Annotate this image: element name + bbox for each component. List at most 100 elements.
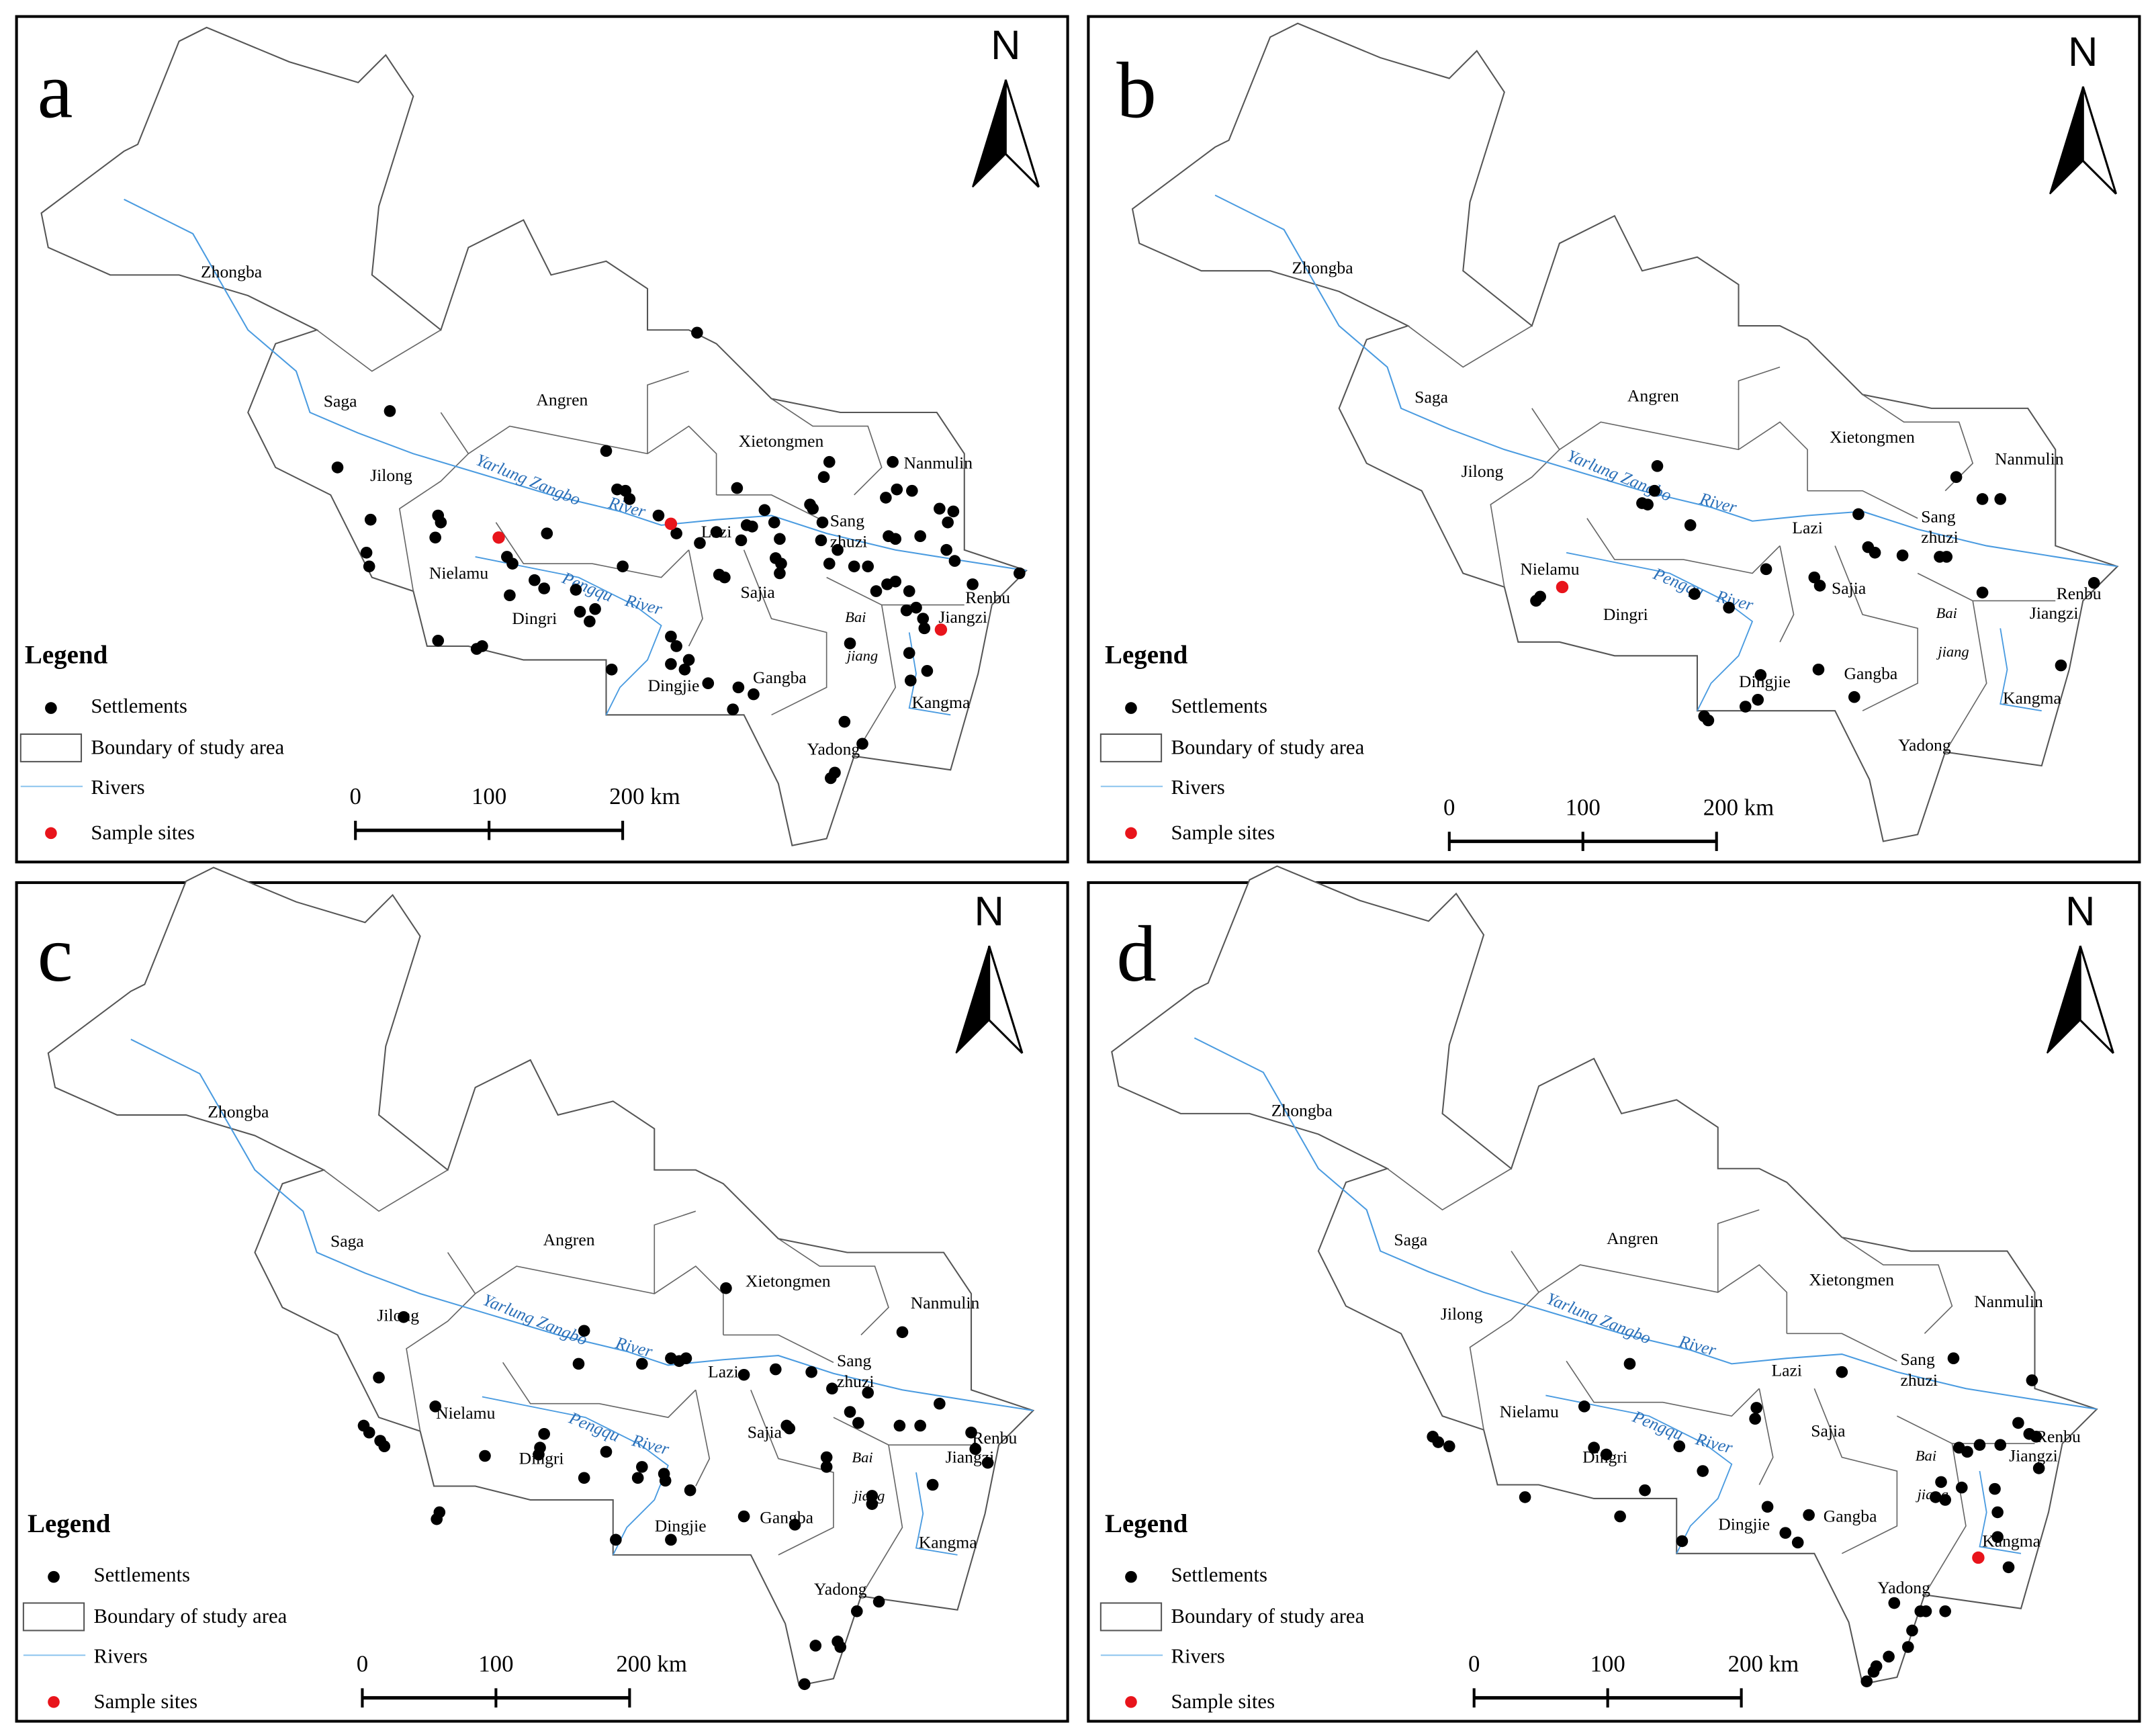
- panel-frame: [15, 881, 1069, 1723]
- settlement: [903, 647, 915, 660]
- settlement: [862, 560, 874, 573]
- scale-bar-label: 0: [349, 783, 361, 809]
- place-label: Renbu: [972, 1428, 1017, 1448]
- settlement: [807, 502, 819, 515]
- settlement: [529, 574, 541, 586]
- place-label: Nanmulin: [1995, 449, 2064, 469]
- settlement: [731, 482, 744, 494]
- settlement: [670, 640, 682, 652]
- legend-label: Rivers: [1171, 1644, 1224, 1667]
- settlement: [817, 471, 830, 484]
- settlement: [578, 1472, 590, 1484]
- place-label: Sajia: [1832, 578, 1867, 598]
- river: [124, 198, 1027, 572]
- place-label: Bai: [1916, 1448, 1936, 1464]
- place-label: Dingri: [1603, 605, 1648, 624]
- settlement: [1754, 669, 1767, 681]
- settlement: [363, 1426, 375, 1439]
- scale-bar: 0 100 200 km: [1443, 795, 1774, 851]
- settlement: [429, 1400, 441, 1413]
- place-label: Sang: [1901, 1349, 1935, 1369]
- legend-symbol: [48, 1696, 60, 1708]
- settlement: [331, 461, 344, 474]
- settlement: [1623, 1358, 1636, 1370]
- panel-frame: [1087, 15, 2141, 864]
- settlement: [809, 1640, 822, 1652]
- settlement: [870, 585, 883, 597]
- settlement: [1760, 563, 1772, 576]
- place-label: Gangba: [760, 1508, 813, 1527]
- settlement: [1791, 1536, 1804, 1549]
- settlement: [584, 615, 596, 627]
- settlement: [652, 509, 665, 522]
- settlement: [720, 1282, 732, 1294]
- place-label: Lazi: [708, 1362, 739, 1382]
- place-label: Gangba: [753, 668, 807, 687]
- settlement: [1739, 701, 1752, 713]
- settlement: [1676, 1535, 1689, 1548]
- panel-frame: [15, 15, 1069, 864]
- settlement: [732, 681, 745, 694]
- settlement: [914, 530, 926, 543]
- settlement: [926, 1478, 939, 1491]
- settlement: [384, 405, 396, 417]
- legend-label: Rivers: [93, 1644, 147, 1667]
- settlement: [694, 537, 706, 549]
- legend-symbol: [22, 1602, 85, 1632]
- place-label: Renbu: [2036, 1427, 2081, 1446]
- settlement: [844, 1406, 856, 1418]
- settlement: [838, 715, 851, 728]
- place-label: Kangma: [911, 693, 970, 712]
- settlement: [737, 1510, 750, 1523]
- settlement: [702, 677, 715, 690]
- settlement: [981, 1456, 994, 1469]
- settlement: [378, 1440, 391, 1452]
- legend-label: Boundary of study area: [91, 736, 284, 759]
- place-label: Nielamu: [1520, 559, 1579, 578]
- settlement: [1836, 1366, 1848, 1378]
- legend-label: Sample sites: [93, 1690, 197, 1713]
- scale-bar-label: 100: [478, 1651, 513, 1677]
- settlement: [1976, 586, 1989, 598]
- map-panel: Zhongba Saga Angren Jilong Xietongmen Nanmuli…: [15, 15, 1069, 864]
- river: [1545, 1394, 2022, 1554]
- north-label: N: [2068, 29, 2098, 75]
- map-panel: Zhongba Saga Angren Jilong Xietongmen Nanmuli…: [1087, 15, 2141, 864]
- legend-symbol: [1125, 1570, 1137, 1583]
- place-label: Renbu: [965, 588, 1010, 607]
- settlement: [783, 1422, 796, 1435]
- place-label: Nanmulin: [1974, 1292, 2043, 1311]
- settlement: [1014, 567, 1026, 580]
- settlement: [856, 738, 868, 750]
- settlement: [969, 1443, 982, 1456]
- place-label: Angren: [536, 390, 588, 410]
- settlement: [967, 578, 979, 590]
- scale-bar-label: 100: [1566, 795, 1601, 821]
- place-label: Yadong: [814, 1579, 867, 1599]
- settlement: [719, 571, 731, 584]
- settlement: [605, 663, 618, 676]
- settlement: [805, 1366, 817, 1378]
- legend-symbol: [1099, 733, 1163, 762]
- settlement: [710, 526, 723, 538]
- settlement: [940, 543, 952, 556]
- place-label: Dingjie: [655, 1516, 707, 1536]
- place-label: Sajia: [740, 582, 775, 602]
- settlement: [479, 1450, 491, 1462]
- scale-bar-label: 0: [1443, 795, 1455, 821]
- place-label: zhuzi: [1921, 527, 1959, 547]
- place-label: Nanmulin: [904, 453, 973, 473]
- settlement: [538, 582, 551, 594]
- settlement: [799, 1678, 811, 1691]
- settlement: [360, 546, 373, 559]
- settlement: [914, 1419, 926, 1432]
- settlement: [1803, 1509, 1815, 1521]
- settlement: [948, 555, 961, 567]
- place-label: Zhongba: [208, 1102, 269, 1122]
- settlement: [934, 502, 946, 515]
- settlement: [538, 1427, 551, 1440]
- river: [1566, 551, 2042, 712]
- north-arrow-right: [988, 945, 1024, 1054]
- scale-bar-label: 0: [357, 1651, 368, 1677]
- settlement: [680, 1352, 692, 1364]
